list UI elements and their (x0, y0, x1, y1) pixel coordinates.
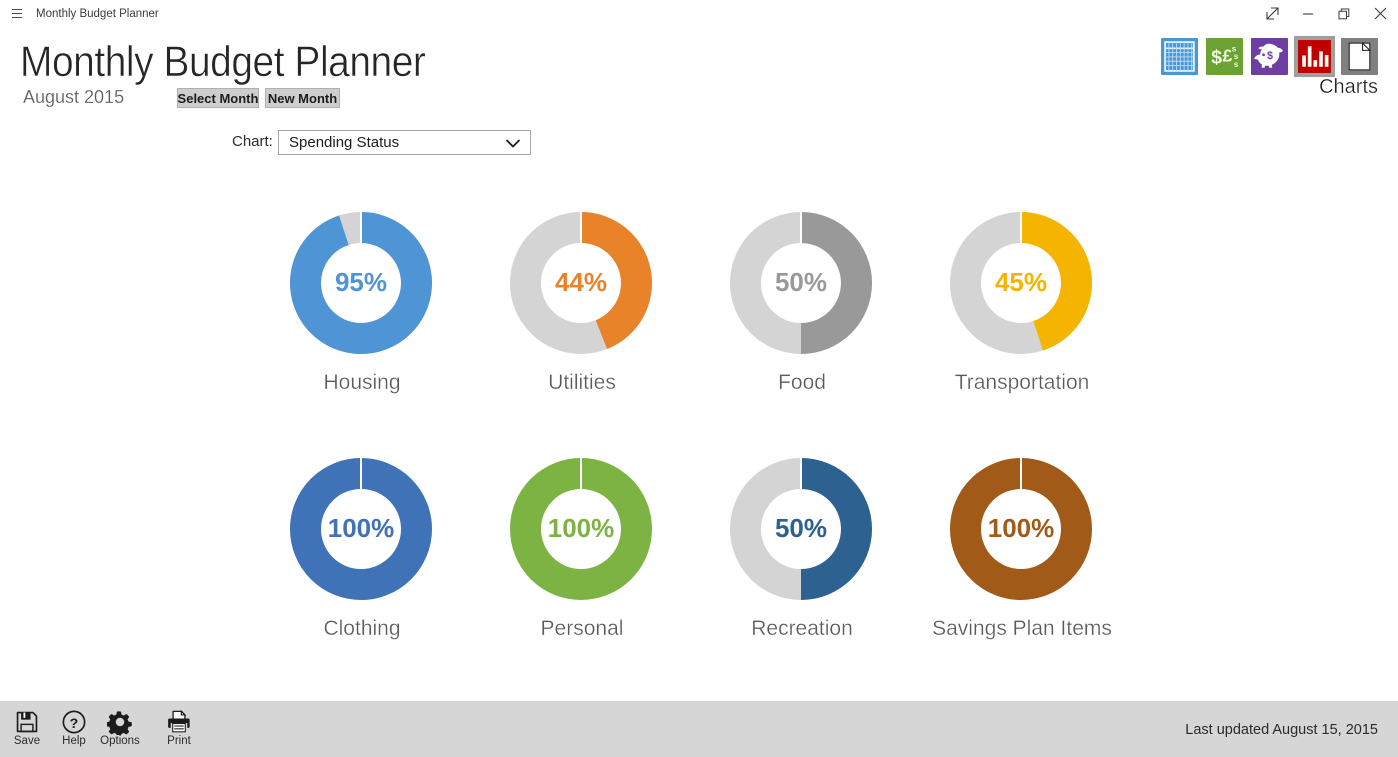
svg-text:50%: 50% (775, 513, 827, 543)
svg-text:45%: 45% (995, 267, 1047, 297)
svg-text:44%: 44% (555, 267, 607, 297)
svg-text:$: $ (1211, 47, 1222, 69)
svg-text:95%: 95% (335, 267, 387, 297)
svg-text:?: ? (70, 716, 79, 732)
svg-text:100%: 100% (328, 513, 395, 543)
svg-text:100%: 100% (988, 513, 1055, 543)
svg-text:50%: 50% (775, 267, 827, 297)
svg-text:100%: 100% (548, 513, 615, 543)
svg-text:s: s (1234, 60, 1239, 69)
svg-text:$: $ (1267, 50, 1273, 62)
